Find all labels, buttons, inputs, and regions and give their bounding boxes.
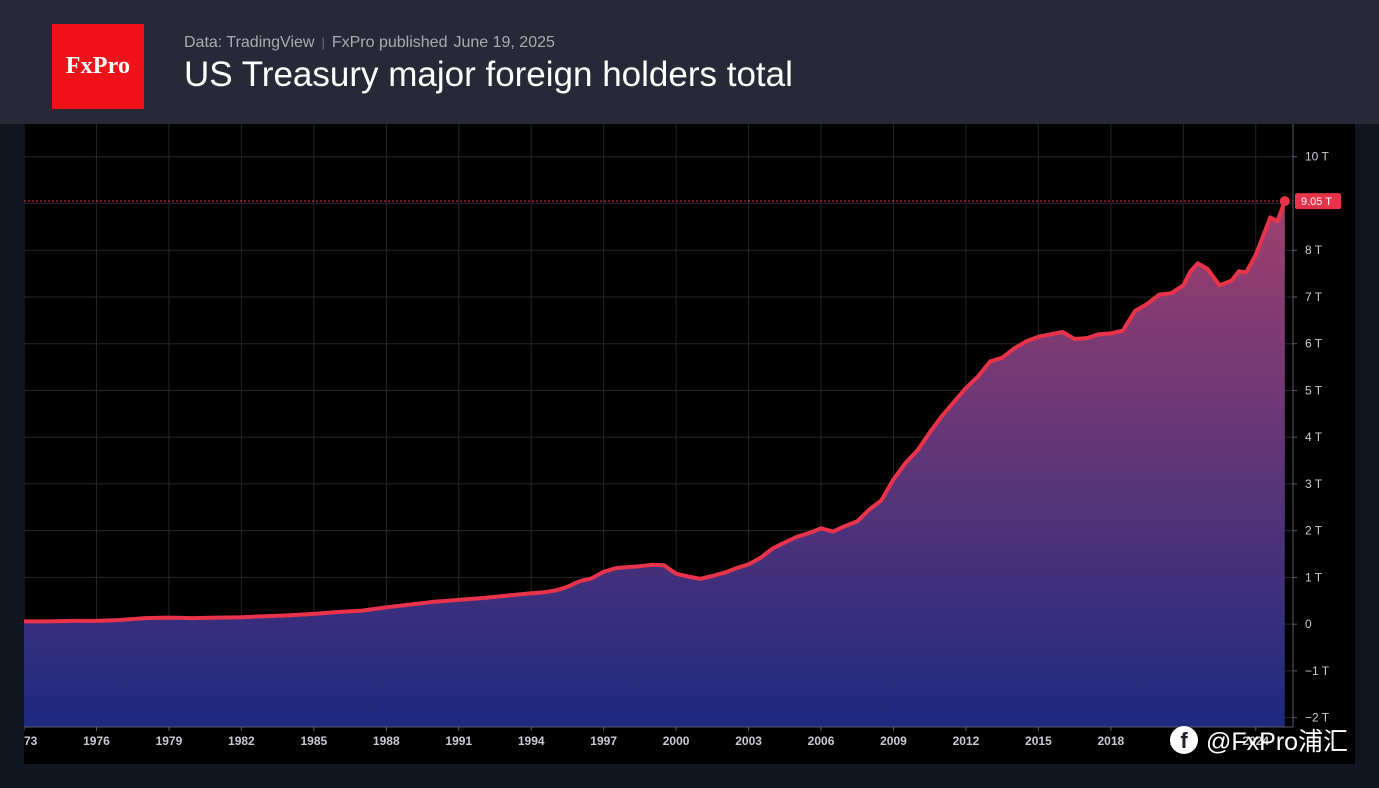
last-value-label: 9.05 T (1295, 193, 1341, 210)
publish-date: June 19, 2025 (453, 34, 555, 51)
watermark: f @FxPro浦汇 (1170, 722, 1348, 758)
x-tick-label: 2012 (953, 734, 980, 748)
last-value-label-bg (1295, 193, 1341, 210)
y-tick-label: −1 T (1305, 664, 1330, 678)
y-tick-label: 0 (1305, 617, 1312, 631)
x-tick-label: 2009 (880, 734, 907, 748)
header-bar: FxPro Data: TradingView | FxPro published J… (0, 0, 1379, 124)
x-tick-label: 2015 (1025, 734, 1052, 748)
x-tick-label: 1994 (518, 734, 545, 748)
x-tick-label: 2006 (808, 734, 835, 748)
series-area (24, 201, 1285, 728)
x-tick-label: 1985 (300, 734, 327, 748)
x-tick-label: 1988 (373, 734, 400, 748)
y-tick-label: 10 T (1305, 150, 1329, 164)
y-tick-label: 2 T (1305, 524, 1323, 538)
separator: | (321, 35, 325, 50)
chart-title: US Treasury major foreign holders total (184, 55, 793, 94)
y-tick-label: 8 T (1305, 243, 1323, 257)
facebook-icon: f (1170, 726, 1198, 754)
last-value-label-text: 9.05 T (1301, 196, 1332, 208)
x-tick-label: 1979 (156, 734, 183, 748)
x-tick-label: 2000 (663, 734, 690, 748)
y-axis: −2 T −1 T 0 1 T 2 T 3 T 4 T 5 T 6 T 7 T 8 T 10 T (1292, 124, 1330, 727)
last-value-dot (1279, 196, 1290, 207)
area-chart: −2 T −1 T 0 1 T 2 T 3 T 4 T 5 T 6 T 7 T 8 T 10 T 19… (24, 124, 1341, 748)
x-tick-label: 1976 (83, 734, 110, 748)
x-tick-label: 1991 (445, 734, 472, 748)
x-tick-label: 1997 (590, 734, 617, 748)
x-tick-label: 2024 (1242, 734, 1269, 748)
y-tick-label: 7 T (1305, 290, 1323, 304)
y-tick-label: −2 T (1305, 711, 1330, 725)
source-line: Data: TradingView | FxPro published June 19… (184, 34, 555, 52)
x-axis: 1973 1976 1979 1982 1985 1988 1991 1994 1997 2000… (24, 726, 1293, 748)
publisher: FxPro published (331, 34, 448, 51)
y-tick-label: 1 T (1305, 570, 1323, 584)
x-tick-label: 2003 (735, 734, 762, 748)
data-source: Data: TradingView (184, 34, 315, 51)
fxpro-logo: FxPro (52, 24, 144, 109)
watermark-text: @FxPro浦汇 (1206, 728, 1349, 756)
y-tick-label: 6 T (1305, 337, 1323, 351)
x-tick-label: 1973 (24, 734, 38, 748)
series-line (24, 200, 1287, 624)
y-tick-label: 4 T (1305, 430, 1323, 444)
y-tick-label: 5 T (1305, 383, 1323, 397)
x-tick-label: 1982 (228, 734, 255, 748)
x-tick-label: 2018 (1098, 734, 1125, 748)
y-tick-label: 3 T (1305, 477, 1323, 491)
